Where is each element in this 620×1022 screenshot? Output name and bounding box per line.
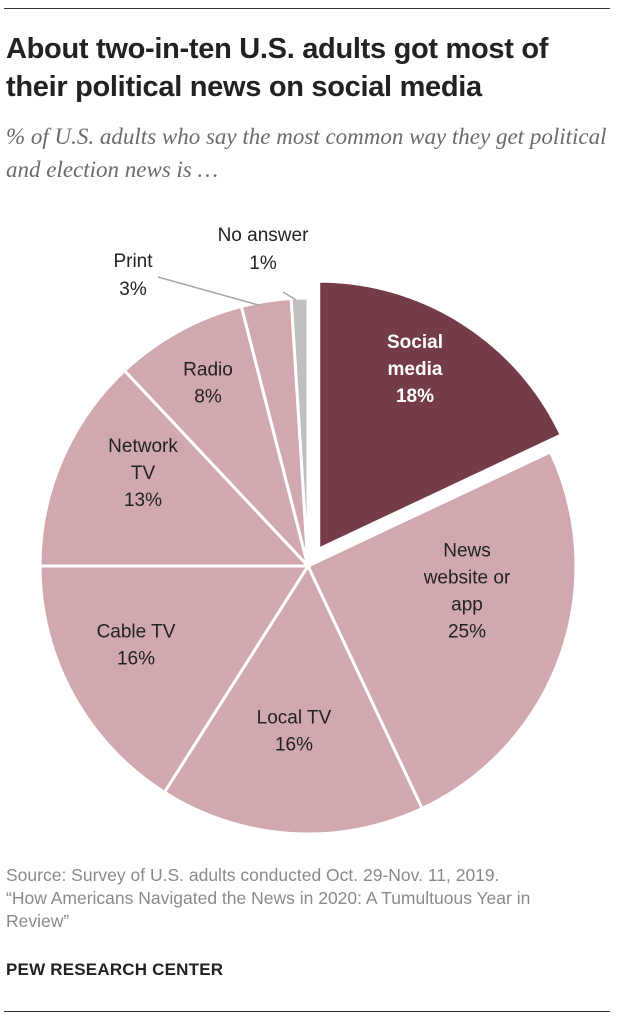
- source-line: “How Americans Navigated the News in 202…: [6, 888, 531, 908]
- slice-category-label: Cable TV: [97, 622, 176, 643]
- source-line: Source: Survey of U.S. adults conducted …: [6, 865, 500, 885]
- leader-line: [282, 291, 297, 301]
- slice-category-label: News: [443, 541, 491, 562]
- pie-slice-no-answer: [289, 296, 310, 567]
- pie-slice-local-tv: [162, 562, 425, 836]
- chart-subtitle: % of U.S. adults who say the most common…: [6, 124, 607, 182]
- slice-value-label: 16%: [275, 735, 313, 756]
- top-rule: [4, 8, 610, 9]
- chart-title: About two-in-ten U.S. adults got most of…: [6, 33, 549, 103]
- slice-category-label: No answer: [218, 225, 309, 246]
- leader-lines: [157, 276, 297, 307]
- slice-value-label: 16%: [117, 649, 155, 670]
- pie-slice-cable-tv: [38, 564, 311, 795]
- slice-value-label: 1%: [249, 253, 277, 274]
- slice-category-label: Print: [113, 251, 153, 272]
- slice-category-label: Social: [387, 332, 443, 353]
- slice-value-label: 3%: [119, 279, 147, 300]
- pie-slice-network-tv: [38, 368, 312, 568]
- slice-value-label: 18%: [396, 386, 434, 407]
- slice-category-label: website or: [423, 568, 511, 589]
- slice-category-label: TV: [131, 463, 156, 484]
- source-line: Review”: [6, 911, 70, 931]
- pie-chart: Social media 18% News website or app 25% Local …: [38, 225, 578, 836]
- brand-name: PEW RESEARCH CENTER: [6, 960, 224, 979]
- slice-value-label: 25%: [448, 622, 486, 643]
- slice-category-label: Radio: [183, 360, 233, 381]
- pie-slices: [38, 279, 578, 836]
- slice-category-label: Network: [108, 436, 178, 457]
- pie-slice-social-media: [317, 279, 564, 552]
- slice-labels: Social media 18% News website or app 25% Local …: [97, 225, 511, 756]
- slice-value-label: 8%: [194, 387, 222, 408]
- slice-category-label: media: [388, 359, 443, 380]
- bottom-rule: [4, 1011, 610, 1012]
- pie-slice-radio: [122, 304, 310, 568]
- source-note: Source: Survey of U.S. adults conducted …: [6, 864, 614, 933]
- leader-line: [157, 276, 263, 307]
- slice-value-label: 13%: [124, 490, 162, 511]
- pie-slice-news-website-or-app: [306, 449, 578, 811]
- slice-category-label: app: [451, 595, 483, 616]
- slice-category-label: Local TV: [257, 708, 332, 729]
